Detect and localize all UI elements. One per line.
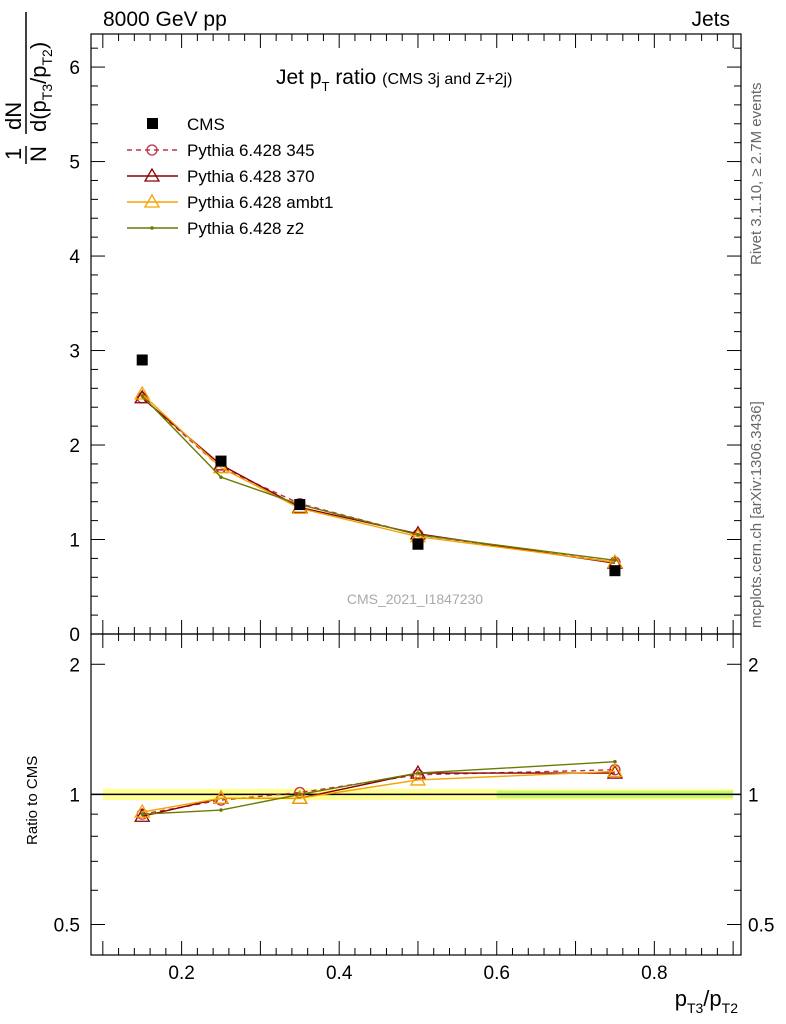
svg-text:N: N: [26, 146, 51, 162]
ratio-y-tick-label-right: 0.5: [748, 915, 774, 936]
series-marker: [134, 385, 151, 400]
ratio-series-marker: [416, 771, 420, 775]
y-tick-label: 3: [69, 342, 80, 363]
ratio-series-marker: [134, 803, 151, 818]
cms-data-point: [609, 565, 621, 577]
ratio-y-tick-label-right: 1: [748, 785, 759, 806]
y-tick-label: 1: [69, 531, 80, 552]
ratio-series-marker: [140, 812, 145, 816]
svg-text:1: 1: [1, 148, 26, 160]
ratio-y-tick-label: 1: [69, 785, 80, 806]
series-line: [141, 395, 616, 561]
chart-title: Jet pT ratio (CMS 3j and Z+2j): [276, 66, 512, 94]
cms-data-point: [136, 354, 148, 366]
svg-text:d(pT3/pT2): d(pT3/pT2): [26, 42, 55, 132]
ratio-series-marker: [219, 808, 223, 812]
process-label: Jets: [691, 8, 730, 31]
legend-marker: [143, 193, 161, 208]
legend-cms-marker: [147, 118, 158, 129]
legend-label: Pythia 6.428 345: [187, 141, 315, 160]
series-marker: [416, 532, 420, 537]
y-tick-label: 0: [69, 625, 80, 646]
ratio-series-line: [142, 770, 615, 813]
ratio-series-marker: [409, 764, 427, 779]
series-line: [141, 397, 616, 564]
cms-data-point: [412, 538, 424, 550]
x-tick-label: 0.6: [484, 963, 510, 984]
ratio-series-line: [142, 761, 615, 815]
y-axis-label: 1 N dN d(pT3/pT2): [1, 12, 55, 164]
y-tick-label: 5: [69, 153, 80, 174]
cms-data-point: [294, 499, 306, 511]
x-axis-label: pT3/pT2: [675, 986, 739, 1016]
y-tick-label: 4: [69, 247, 80, 268]
legend-cms-label: CMS: [187, 115, 225, 134]
ratio-series-marker: [212, 789, 230, 804]
x-tick-label: 0.4: [326, 963, 353, 984]
ratio-axis-label: Ratio to CMS: [24, 756, 41, 845]
svg-text:dN: dN: [1, 102, 26, 130]
ratio-series-marker: [613, 759, 617, 764]
series-marker: [140, 394, 145, 398]
series-marker: [212, 459, 230, 474]
series-marker: [613, 558, 617, 563]
ratio-y-tick-label: 2: [69, 655, 80, 676]
legend-label: Pythia 6.428 370: [187, 167, 315, 186]
ratio-series-marker: [409, 771, 427, 786]
legend-label: Pythia 6.428 ambt1: [187, 193, 333, 212]
ratio-y-tick-label-right: 2: [748, 655, 759, 676]
analysis-watermark: CMS_2021_I1847230: [347, 591, 483, 607]
ratio-y-tick-label: 0.5: [54, 915, 80, 936]
cms-data-point: [215, 455, 227, 467]
series-line: [141, 397, 616, 563]
collision-label: 8000 GeV pp: [103, 8, 227, 31]
x-tick-label: 0.2: [168, 963, 194, 984]
y-tick-label: 2: [69, 436, 80, 457]
legend-marker: [150, 226, 154, 230]
legend-marker: [146, 144, 158, 156]
series-line: [141, 393, 616, 563]
legend-marker: [143, 167, 161, 182]
y-tick-label: 6: [69, 58, 80, 79]
ratio-series-marker: [606, 763, 624, 778]
series-marker: [219, 475, 223, 479]
ratio-series-marker: [291, 789, 308, 804]
ratio-series-marker: [134, 807, 151, 822]
x-tick-label: 0.8: [641, 963, 667, 984]
ratio-series-marker: [297, 792, 302, 797]
legend-label: Pythia 6.428 z2: [187, 219, 304, 238]
